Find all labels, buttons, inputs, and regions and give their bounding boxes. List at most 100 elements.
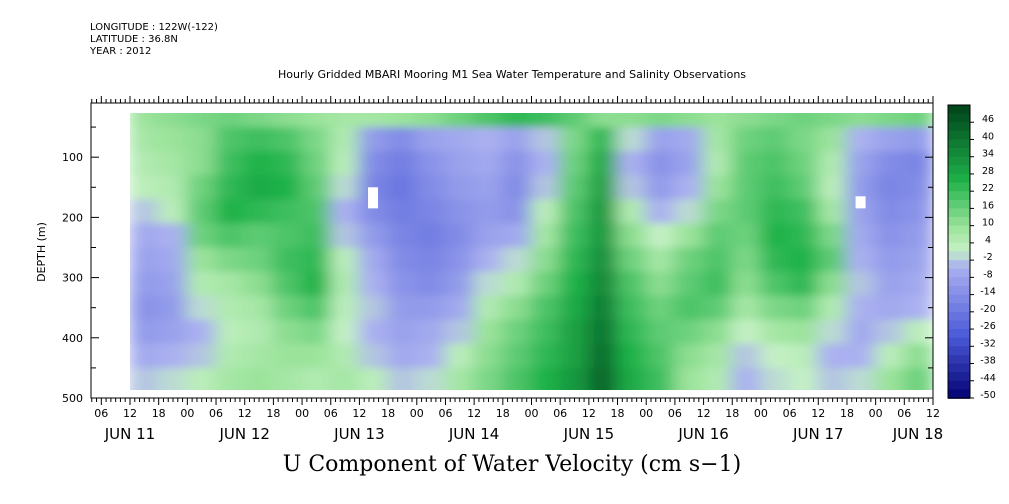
heatmap-cell (673, 271, 705, 297)
heatmap-cell (415, 343, 447, 369)
heatmap-cell (673, 367, 705, 398)
colorbar-label: 10 (982, 218, 994, 229)
heatmap-cell (272, 343, 304, 369)
heatmap-cell (157, 319, 189, 345)
heatmap-cell (759, 247, 791, 273)
heatmap-cell (903, 343, 933, 369)
heatmap-cell (874, 151, 906, 177)
heatmap-cell (846, 247, 877, 273)
colorbar-label: -32 (980, 338, 996, 349)
heatmap-cell (759, 295, 791, 321)
heatmap-cell (186, 295, 218, 321)
heatmap-cell (817, 319, 848, 345)
heatmap-cell (444, 271, 476, 297)
heatmap-cell (215, 271, 246, 297)
heatmap-cell (788, 343, 820, 369)
heatmap-cell (415, 199, 447, 225)
colorbar-label: 22 (982, 183, 994, 194)
colorbar-label: -50 (980, 390, 996, 401)
x-hour-label: 12 (238, 407, 252, 420)
colorbar-swatch (948, 225, 970, 236)
heatmap-cell (846, 127, 877, 153)
heatmap-cell (243, 343, 275, 369)
heatmap-cell (559, 247, 590, 273)
colorbar-label: -26 (980, 321, 996, 332)
x-day-label: JUN 12 (218, 425, 269, 443)
heatmap-cell (559, 127, 590, 153)
heatmap-cell (903, 127, 933, 153)
heatmap-cell (731, 151, 762, 177)
heatmap-cell (415, 127, 447, 153)
heatmap-cell (759, 223, 791, 249)
heatmap-cell (817, 127, 848, 153)
x-hour-label: 12 (582, 407, 596, 420)
heatmap-cell (788, 367, 820, 398)
heatmap-cell (129, 295, 160, 321)
heatmap-cell (186, 151, 218, 177)
heatmap-cell (473, 127, 504, 153)
x-day-label: JUN 16 (677, 425, 728, 443)
heatmap-cell (329, 319, 361, 345)
heatmap-cell (129, 343, 160, 369)
missing-data-patch (855, 196, 866, 209)
x-hour-label: 18 (725, 407, 739, 420)
heatmap-cell (157, 175, 189, 201)
colorbar-swatch (948, 199, 970, 210)
colorbar-swatch (948, 354, 970, 365)
heatmap-cell (358, 319, 390, 345)
colorbar-swatch (948, 294, 970, 305)
metadata-block: LONGITUDE : 122W(-122) LATITUDE : 36.8N … (90, 22, 218, 58)
heatmap-cell (157, 247, 189, 273)
heatmap-cell (329, 367, 361, 398)
chart-title: Hourly Gridded MBARI Mooring M1 Sea Wate… (277, 68, 747, 81)
heatmap-cell (444, 175, 476, 201)
heatmap-cell (444, 223, 476, 249)
heatmap-cell (301, 199, 332, 225)
heatmap-cell (846, 175, 877, 201)
heatmap-cell (530, 295, 562, 321)
heatmap-cell (759, 343, 791, 369)
heatmap-cell (530, 223, 562, 249)
heatmap-cell (874, 223, 906, 249)
heatmap-cell (788, 295, 820, 321)
heatmap-cell (759, 199, 791, 225)
heatmap-cell (501, 295, 533, 321)
colorbar-swatch (948, 277, 970, 287)
x-hour-label: 06 (94, 407, 108, 420)
colorbar-swatch (948, 173, 970, 184)
heatmap-cell (903, 223, 933, 249)
heatmap-cell (759, 127, 791, 153)
heatmap-cell (415, 295, 447, 321)
heatmap-cell (301, 343, 332, 369)
x-hour-label: 18 (840, 407, 854, 420)
heatmap-cell (473, 295, 504, 321)
heatmap-cell (645, 199, 676, 225)
heatmap-cell (817, 151, 848, 177)
heatmap-cell (329, 151, 361, 177)
heatmap-cell (358, 367, 390, 398)
colorbar-swatch (948, 329, 970, 339)
x-hour-label: 00 (639, 407, 653, 420)
heatmap-cell (817, 367, 848, 398)
y-axis: 100 200 300 400 500 (62, 126, 933, 405)
heatmap-cell (215, 247, 246, 273)
heatmap-cell (530, 343, 562, 369)
heatmap-cell (645, 367, 676, 398)
x-hour-label: 12 (467, 407, 481, 420)
colorbar-swatch (948, 363, 970, 374)
heatmap-cell (444, 367, 476, 398)
heatmap-cell (587, 151, 619, 177)
y-tick-label: 100 (62, 151, 83, 164)
colorbar-label: 34 (982, 149, 994, 160)
heatmap-cell (559, 319, 590, 345)
x-day-label: JUN 17 (792, 425, 843, 443)
heatmap-cell (329, 223, 361, 249)
heatmap-cell (501, 223, 533, 249)
heatmap-cell (846, 367, 877, 398)
heatmap-cell (157, 295, 189, 321)
heatmap-cell (616, 367, 648, 398)
heatmap-cell (903, 295, 933, 321)
heatmap-cell (846, 151, 877, 177)
heatmap-cell (673, 319, 705, 345)
x-hour-label: 18 (496, 407, 510, 420)
